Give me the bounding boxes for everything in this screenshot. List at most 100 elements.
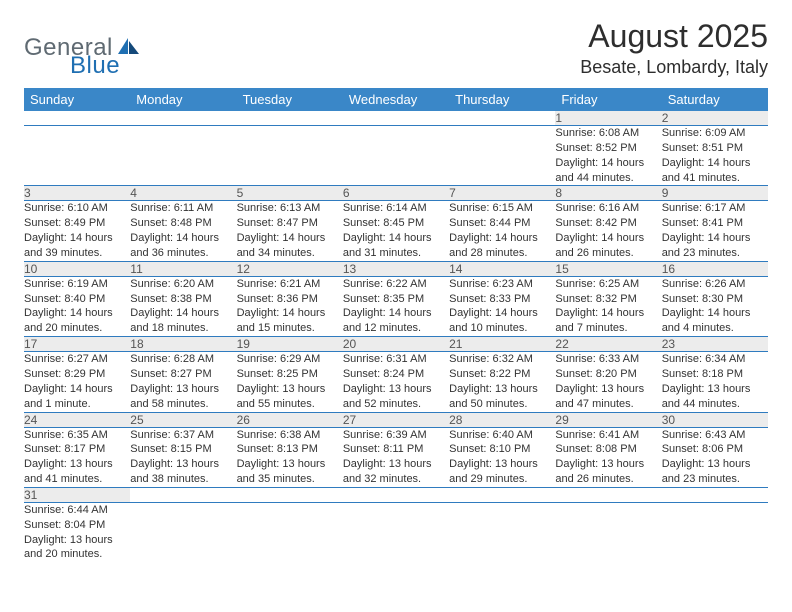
day-number-cell: 2 bbox=[662, 111, 768, 126]
sunset-text: Sunset: 8:13 PM bbox=[237, 442, 343, 457]
sunset-text: Sunset: 8:33 PM bbox=[449, 292, 555, 307]
daylight-text-2: and 55 minutes. bbox=[237, 397, 343, 412]
daylight-text-2: and 50 minutes. bbox=[449, 397, 555, 412]
day-content-cell: Sunrise: 6:40 AMSunset: 8:10 PMDaylight:… bbox=[449, 427, 555, 487]
daylight-text-1: Daylight: 14 hours bbox=[343, 231, 449, 246]
daylight-text-1: Daylight: 14 hours bbox=[555, 156, 661, 171]
col-tuesday: Tuesday bbox=[237, 88, 343, 111]
sunset-text: Sunset: 8:15 PM bbox=[130, 442, 236, 457]
sunrise-text: Sunrise: 6:34 AM bbox=[662, 352, 768, 367]
sunrise-text: Sunrise: 6:38 AM bbox=[237, 428, 343, 443]
sunrise-text: Sunrise: 6:14 AM bbox=[343, 201, 449, 216]
day-number-cell: 21 bbox=[449, 337, 555, 352]
day-number-cell bbox=[24, 111, 130, 126]
day-content-cell: Sunrise: 6:23 AMSunset: 8:33 PMDaylight:… bbox=[449, 276, 555, 336]
location-subtitle: Besate, Lombardy, Italy bbox=[580, 57, 768, 78]
daylight-text-1: Daylight: 14 hours bbox=[130, 306, 236, 321]
sunrise-text: Sunrise: 6:35 AM bbox=[24, 428, 130, 443]
sunrise-text: Sunrise: 6:23 AM bbox=[449, 277, 555, 292]
day-number-cell: 28 bbox=[449, 412, 555, 427]
day-number-cell bbox=[449, 487, 555, 502]
day-content-cell: Sunrise: 6:31 AMSunset: 8:24 PMDaylight:… bbox=[343, 352, 449, 412]
day-content-cell: Sunrise: 6:41 AMSunset: 8:08 PMDaylight:… bbox=[555, 427, 661, 487]
daylight-text-2: and 29 minutes. bbox=[449, 472, 555, 487]
daylight-text-1: Daylight: 13 hours bbox=[555, 457, 661, 472]
sunrise-text: Sunrise: 6:26 AM bbox=[662, 277, 768, 292]
sunset-text: Sunset: 8:38 PM bbox=[130, 292, 236, 307]
day-content-cell: Sunrise: 6:15 AMSunset: 8:44 PMDaylight:… bbox=[449, 201, 555, 261]
day-number-cell: 16 bbox=[662, 261, 768, 276]
daylight-text-2: and 10 minutes. bbox=[449, 321, 555, 336]
day-number-cell: 5 bbox=[237, 186, 343, 201]
day-number-cell: 11 bbox=[130, 261, 236, 276]
day-number-cell: 26 bbox=[237, 412, 343, 427]
daylight-text-1: Daylight: 14 hours bbox=[237, 231, 343, 246]
day-content-cell: Sunrise: 6:38 AMSunset: 8:13 PMDaylight:… bbox=[237, 427, 343, 487]
content-row: Sunrise: 6:44 AMSunset: 8:04 PMDaylight:… bbox=[24, 502, 768, 562]
col-sunday: Sunday bbox=[24, 88, 130, 111]
day-number-cell: 18 bbox=[130, 337, 236, 352]
day-content-cell: Sunrise: 6:33 AMSunset: 8:20 PMDaylight:… bbox=[555, 352, 661, 412]
day-content-cell: Sunrise: 6:14 AMSunset: 8:45 PMDaylight:… bbox=[343, 201, 449, 261]
page-header: GeneralBlue August 2025 Besate, Lombardy… bbox=[24, 18, 768, 78]
daylight-text-2: and 7 minutes. bbox=[555, 321, 661, 336]
day-number-cell bbox=[237, 487, 343, 502]
sunrise-text: Sunrise: 6:33 AM bbox=[555, 352, 661, 367]
sunrise-text: Sunrise: 6:44 AM bbox=[24, 503, 130, 518]
daylight-text-1: Daylight: 14 hours bbox=[555, 306, 661, 321]
daylight-text-1: Daylight: 14 hours bbox=[24, 306, 130, 321]
day-content-cell: Sunrise: 6:32 AMSunset: 8:22 PMDaylight:… bbox=[449, 352, 555, 412]
day-content-cell: Sunrise: 6:26 AMSunset: 8:30 PMDaylight:… bbox=[662, 276, 768, 336]
sunrise-text: Sunrise: 6:39 AM bbox=[343, 428, 449, 443]
day-content-cell: Sunrise: 6:16 AMSunset: 8:42 PMDaylight:… bbox=[555, 201, 661, 261]
daylight-text-1: Daylight: 14 hours bbox=[662, 231, 768, 246]
daynum-row: 3456789 bbox=[24, 186, 768, 201]
sunset-text: Sunset: 8:30 PM bbox=[662, 292, 768, 307]
daylight-text-1: Daylight: 13 hours bbox=[555, 382, 661, 397]
day-content-cell bbox=[662, 502, 768, 562]
sunrise-text: Sunrise: 6:11 AM bbox=[130, 201, 236, 216]
sunset-text: Sunset: 8:24 PM bbox=[343, 367, 449, 382]
day-content-cell: Sunrise: 6:43 AMSunset: 8:06 PMDaylight:… bbox=[662, 427, 768, 487]
day-number-cell bbox=[130, 487, 236, 502]
daylight-text-1: Daylight: 13 hours bbox=[343, 382, 449, 397]
day-content-cell: Sunrise: 6:09 AMSunset: 8:51 PMDaylight:… bbox=[662, 126, 768, 186]
day-number-cell: 31 bbox=[24, 487, 130, 502]
day-content-cell: Sunrise: 6:21 AMSunset: 8:36 PMDaylight:… bbox=[237, 276, 343, 336]
sunset-text: Sunset: 8:48 PM bbox=[130, 216, 236, 231]
day-number-cell bbox=[662, 487, 768, 502]
sunset-text: Sunset: 8:29 PM bbox=[24, 367, 130, 382]
daylight-text-2: and 52 minutes. bbox=[343, 397, 449, 412]
daynum-row: 10111213141516 bbox=[24, 261, 768, 276]
sunset-text: Sunset: 8:42 PM bbox=[555, 216, 661, 231]
sunset-text: Sunset: 8:27 PM bbox=[130, 367, 236, 382]
sunrise-text: Sunrise: 6:29 AM bbox=[237, 352, 343, 367]
day-number-cell bbox=[237, 111, 343, 126]
daylight-text-2: and 34 minutes. bbox=[237, 246, 343, 261]
day-number-cell bbox=[449, 111, 555, 126]
sunrise-text: Sunrise: 6:10 AM bbox=[24, 201, 130, 216]
day-content-cell: Sunrise: 6:37 AMSunset: 8:15 PMDaylight:… bbox=[130, 427, 236, 487]
daynum-row: 17181920212223 bbox=[24, 337, 768, 352]
day-content-cell bbox=[237, 502, 343, 562]
daylight-text-2: and 26 minutes. bbox=[555, 246, 661, 261]
sunset-text: Sunset: 8:10 PM bbox=[449, 442, 555, 457]
sunset-text: Sunset: 8:17 PM bbox=[24, 442, 130, 457]
day-number-cell: 6 bbox=[343, 186, 449, 201]
col-thursday: Thursday bbox=[449, 88, 555, 111]
daylight-text-1: Daylight: 14 hours bbox=[24, 382, 130, 397]
day-number-cell: 20 bbox=[343, 337, 449, 352]
day-number-cell: 22 bbox=[555, 337, 661, 352]
daylight-text-2: and 47 minutes. bbox=[555, 397, 661, 412]
day-content-cell: Sunrise: 6:22 AMSunset: 8:35 PMDaylight:… bbox=[343, 276, 449, 336]
calendar-page: GeneralBlue August 2025 Besate, Lombardy… bbox=[0, 0, 792, 612]
daylight-text-2: and 20 minutes. bbox=[24, 321, 130, 336]
day-content-cell bbox=[130, 502, 236, 562]
day-number-cell: 8 bbox=[555, 186, 661, 201]
daylight-text-1: Daylight: 14 hours bbox=[555, 231, 661, 246]
day-number-cell bbox=[343, 111, 449, 126]
daylight-text-1: Daylight: 13 hours bbox=[130, 382, 236, 397]
daylight-text-1: Daylight: 14 hours bbox=[237, 306, 343, 321]
sunrise-text: Sunrise: 6:21 AM bbox=[237, 277, 343, 292]
daylight-text-2: and 41 minutes. bbox=[662, 171, 768, 186]
